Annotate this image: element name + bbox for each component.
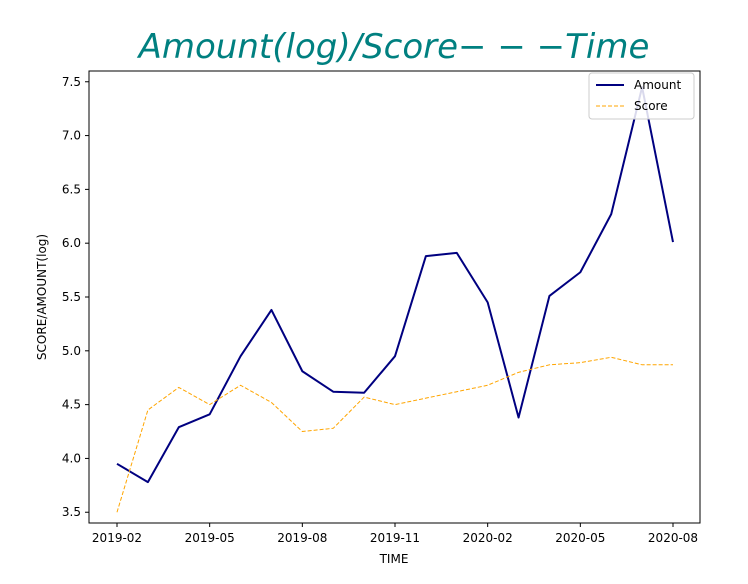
x-tick-label: 2019-02 <box>92 531 142 545</box>
x-tick-label: 2019-08 <box>277 531 327 545</box>
x-tick-label: 2020-02 <box>463 531 513 545</box>
y-tick-label: 4.5 <box>62 398 81 412</box>
x-tick-label: 2019-05 <box>185 531 235 545</box>
series-layer <box>116 86 674 513</box>
y-tick-label: 7.5 <box>62 75 81 89</box>
legend: Amount Score <box>588 72 695 120</box>
chart-title: Amount(log)/Score− − −Time <box>137 27 650 67</box>
series-line-amount <box>116 86 674 484</box>
x-tick-label: 2020-08 <box>648 531 698 545</box>
plot-area: 2019-02 2019-05 2019-08 2019-11 2020-02 2020-… <box>62 70 701 545</box>
y-tick-label: 6.0 <box>62 236 81 250</box>
y-tick-label: 3.5 <box>62 505 81 519</box>
series-line-score <box>116 356 673 513</box>
legend-label-score: Score <box>634 99 668 113</box>
y-tick-label: 6.5 <box>62 182 81 196</box>
x-axis-ticks: 2019-02 2019-05 2019-08 2019-11 2020-02 2020-… <box>92 523 698 545</box>
x-tick-label: 2019-11 <box>370 531 420 545</box>
y-tick-label: 5.5 <box>62 290 81 304</box>
x-tick-label: 2020-05 <box>555 531 605 545</box>
y-axis-label: SCORE/AMOUNT(log) <box>35 234 49 360</box>
y-tick-label: 7.0 <box>62 129 81 143</box>
x-axis-label: TIME <box>379 552 409 566</box>
y-axis-ticks: 3.5 4.0 4.5 5.0 5.5 6.0 6.5 7.0 7.5 <box>62 75 89 519</box>
plot-frame <box>88 70 701 524</box>
y-tick-label: 5.0 <box>62 344 81 358</box>
y-tick-label: 4.0 <box>62 451 81 465</box>
legend-label-amount: Amount <box>634 78 681 92</box>
